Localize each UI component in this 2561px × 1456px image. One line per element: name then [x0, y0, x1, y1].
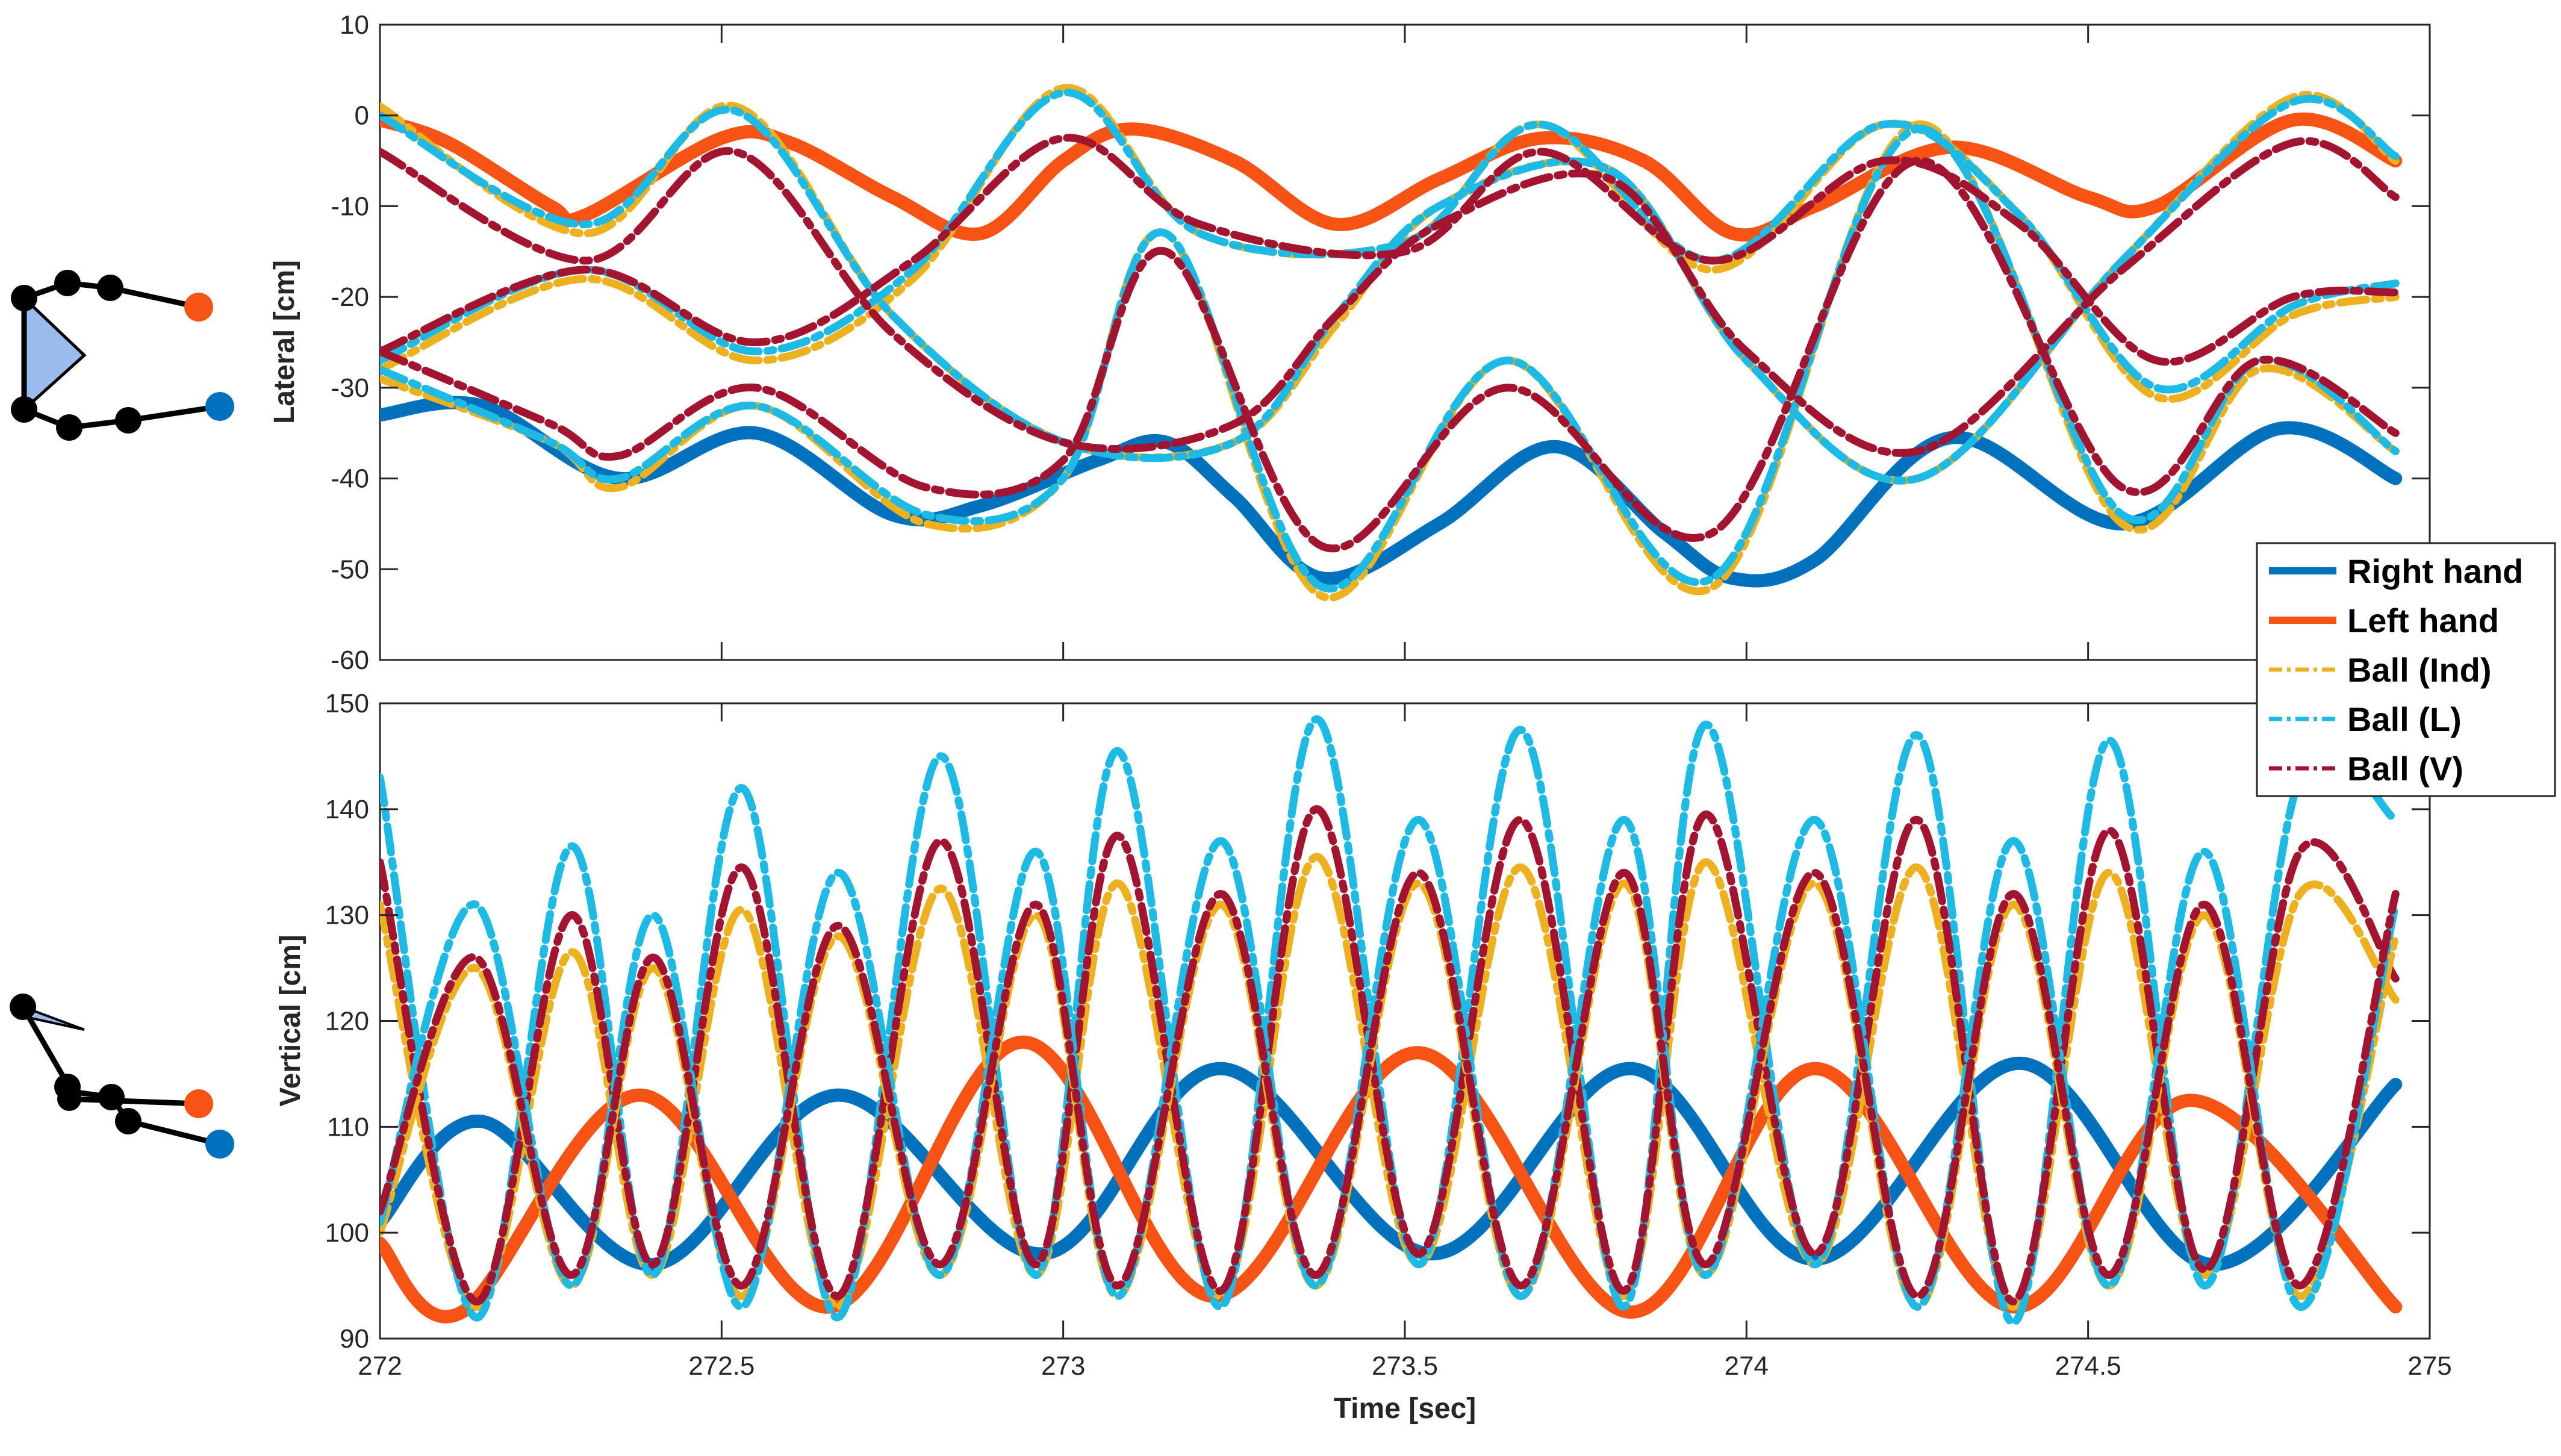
legend: Right hand Left hand Ball (Ind) Ball (L) Bal…	[2256, 542, 2556, 797]
skeleton-side-view-icon	[10, 994, 234, 1159]
vertical-y-axis-label: Vertical [cm]	[275, 935, 307, 1106]
x-tick-label: 273.5	[1372, 1351, 1438, 1381]
lateral-series-line-ball-l-c	[380, 89, 2400, 394]
x-tick-label: 272	[358, 1351, 402, 1381]
vertical-series-line-right-hand	[380, 1056, 2403, 1271]
lateral-series-line-ball-l-b	[380, 125, 2400, 593]
x-axis-label: Time [sec]	[1334, 1393, 1477, 1425]
legend-label: Ball (L)	[2347, 700, 2462, 738]
legend-label: Right hand	[2347, 552, 2523, 590]
lateral-y-tick-label: -60	[331, 646, 369, 675]
lateral-y-tick-label: -40	[331, 464, 369, 494]
vertical-series-line-ball-v-a	[380, 805, 2400, 1306]
vertical-y-tick-label: 90	[340, 1324, 369, 1354]
lateral-y-tick-label: 10	[340, 10, 369, 40]
legend-label: Ball (Ind)	[2347, 651, 2492, 689]
legend-label: Ball (V)	[2347, 750, 2463, 788]
x-tick-label: 272.5	[688, 1351, 755, 1381]
lateral-plot: 10 0 -10 -20 -30 -40 -50 -60	[331, 10, 2431, 675]
lateral-series-line-ball-v-b	[380, 157, 2400, 553]
vertical-y-tick-label: 140	[325, 795, 369, 824]
vertical-y-tick-label: 130	[325, 901, 369, 930]
lateral-series-line-ball-v-c	[380, 134, 2400, 366]
lateral-series-line-ball-v-a	[380, 137, 2400, 457]
skeleton-top-view-icon	[11, 270, 234, 441]
vertical-plot: 272 272.5 273 273.5 274 274.5 275 150 140 130 120 1…	[325, 689, 2452, 1381]
lateral-y-tick-label: -50	[331, 555, 369, 584]
lateral-y-tick-label: -10	[331, 191, 369, 221]
lateral-series-line-left-hand	[380, 112, 2403, 242]
lateral-y-tick-label: -20	[331, 282, 369, 312]
vertical-series-line-left-hand	[380, 1035, 2403, 1324]
vertical-series-line-ball-v-b	[380, 868, 2400, 1301]
lateral-y-tick-label: -30	[331, 373, 369, 403]
x-tick-label: 273	[1041, 1351, 1085, 1381]
legend-label: Left hand	[2347, 602, 2499, 639]
lateral-y-tick-label: 0	[355, 101, 369, 131]
x-tick-label: 274.5	[2055, 1351, 2121, 1381]
vertical-y-tick-label: 120	[325, 1007, 369, 1036]
x-tick-label: 274	[1725, 1351, 1769, 1381]
vertical-y-tick-label: 100	[325, 1218, 369, 1248]
vertical-y-tick-label: 110	[327, 1112, 369, 1142]
x-tick-label: 275	[2407, 1351, 2451, 1381]
vertical-y-tick-label: 150	[325, 689, 369, 718]
lateral-y-axis-label: Lateral [cm]	[269, 260, 300, 424]
